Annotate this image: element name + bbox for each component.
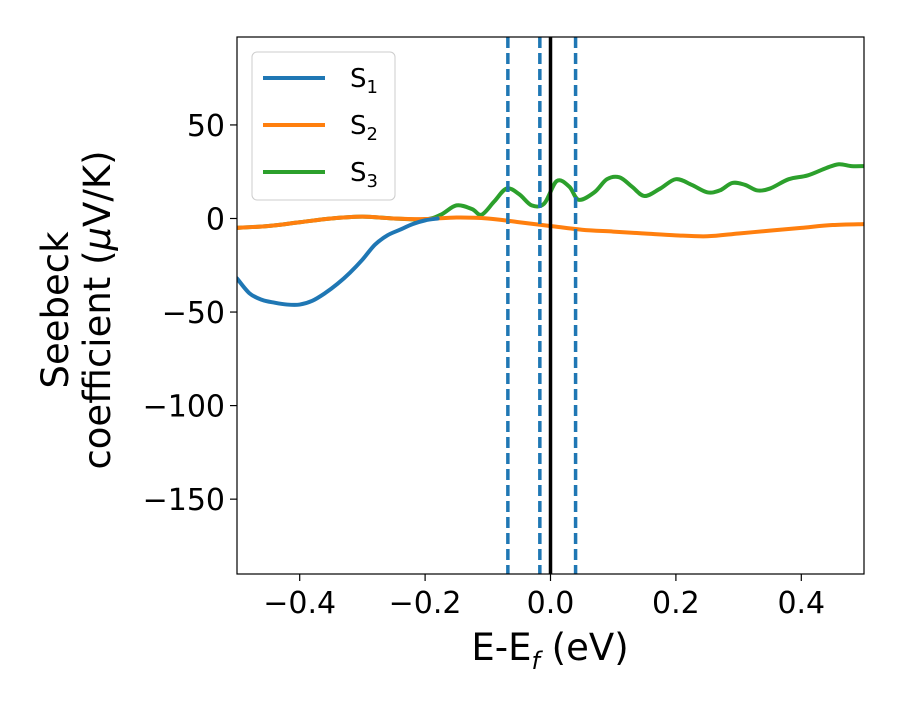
y-tick-label: −50 <box>162 296 225 331</box>
y-tick-label: 50 <box>187 109 225 144</box>
legend-label-s3: S3 <box>350 158 378 192</box>
y-axis-title-line2: coefficient (μV/K) <box>76 150 119 469</box>
y-axis-title-mu: μ <box>76 227 119 252</box>
x-axis-title-tail: (eV) <box>540 626 629 669</box>
x-tick-label: 0.4 <box>777 586 825 621</box>
series-line-s1 <box>237 216 440 307</box>
y-axis-title-line2-pre: coefficient ( <box>76 250 119 469</box>
x-tick-label: 0.0 <box>527 586 575 621</box>
y-tick-label: −150 <box>143 483 225 518</box>
legend-label-s2: S2 <box>350 111 378 145</box>
x-tick-label: −0.4 <box>263 586 336 621</box>
y-axis-title: Seebeck coefficient (μV/K) <box>34 150 119 469</box>
x-axis-title: E-Ef (eV) <box>471 626 628 675</box>
x-axis-title-main: E-E <box>471 626 531 669</box>
y-tick-label: −100 <box>143 390 225 425</box>
x-tick-label: −0.2 <box>389 586 462 621</box>
y-axis-title-line2-post: V/K) <box>76 150 119 226</box>
y-axis-ticks: 50 0 −50 −100 −150 <box>143 109 237 518</box>
y-tick-label: 0 <box>206 202 225 237</box>
reference-lines <box>506 37 578 574</box>
legend: S1 S2 S3 <box>251 51 396 201</box>
x-axis-ticks: −0.4 −0.2 0.0 0.2 0.4 <box>263 574 825 621</box>
x-tick-label: 0.2 <box>652 586 700 621</box>
y-axis-title-line1: Seebeck <box>34 231 77 389</box>
legend-label-s1: S1 <box>350 64 378 98</box>
